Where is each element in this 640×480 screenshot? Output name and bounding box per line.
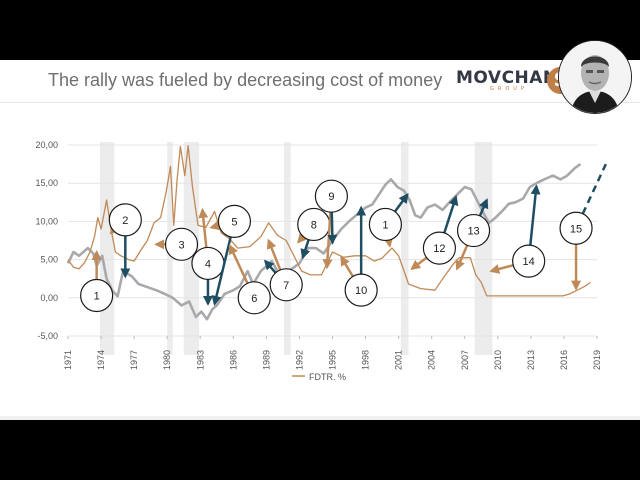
x-tick-label: 1986 (228, 350, 238, 370)
x-tick-label: 1974 (96, 350, 106, 370)
brand-logo-text: MOVCHAN (456, 68, 558, 88)
annotation-circle (456, 213, 491, 248)
annotation-arrow (266, 238, 282, 271)
annotation-arrow (410, 256, 428, 270)
presenter-avatar (558, 40, 632, 114)
annotation-circle (344, 273, 378, 307)
annotation-label: 2 (122, 215, 128, 227)
slide-bottom-border (0, 416, 640, 420)
annotation-arrow (300, 239, 311, 260)
recession-band (99, 142, 115, 355)
presenter-photo-icon (559, 41, 631, 113)
annotation-label: 10 (355, 285, 367, 297)
annotation-arrow (228, 244, 249, 284)
annotation-circle (217, 204, 252, 238)
annotation-label: 1 (94, 291, 100, 303)
x-tick-label: 1977 (129, 350, 139, 370)
x-tick-label: 1995 (328, 350, 338, 370)
annotation-label: 15 (570, 223, 582, 235)
x-tick-label: 2001 (394, 350, 404, 370)
y-tick-label: -5,00 (37, 331, 58, 341)
x-tick-label: 2004 (427, 350, 437, 370)
annotation-arrow (297, 232, 308, 244)
annotation-circle (512, 244, 546, 278)
annotation-arrow (209, 220, 221, 231)
annotation-dashed-arrow (581, 163, 607, 215)
annotation-label: 14 (523, 256, 535, 268)
x-tick-label: 2013 (526, 350, 536, 370)
annotation-label: 7 (283, 280, 289, 292)
x-tick-label: 1971 (63, 350, 73, 370)
recession-band (474, 142, 493, 355)
x-tick-label: 2007 (460, 350, 470, 370)
annotation-label: 8 (311, 219, 317, 231)
annotation-arrow (263, 259, 277, 274)
annotation-arrow (383, 237, 394, 248)
annotation-arrow (198, 207, 209, 248)
recession-band (284, 142, 291, 355)
annotation-circle (559, 211, 593, 245)
annotation-circle (237, 281, 271, 315)
series-line-fdtr (67, 145, 591, 297)
recession-band (400, 142, 409, 355)
annotation-arrow (393, 193, 409, 213)
y-tick-label: 5,00 (40, 255, 58, 265)
y-tick-label: 10,00 (35, 216, 58, 226)
annotation-label: 5 (231, 216, 237, 228)
annotation-circle (269, 268, 303, 302)
annotation-arrow (443, 195, 459, 234)
slide-title: The rally was fueled by decreasing cost … (48, 70, 443, 90)
x-tick-label: 1998 (361, 350, 371, 370)
annotation-circle (164, 227, 199, 261)
title-divider (0, 102, 640, 103)
x-tick-label: 2019 (592, 350, 602, 370)
y-tick-label: 15,00 (35, 178, 58, 188)
y-tick-label: 20,00 (35, 140, 58, 150)
annotation-arrow (489, 264, 514, 274)
annotation-arrow (327, 212, 338, 245)
x-tick-label: 2016 (559, 350, 569, 370)
annotation-arrow (478, 198, 489, 217)
annotation-arrow (340, 255, 354, 278)
x-tick-label: 1983 (195, 350, 205, 370)
annotation-circle (422, 231, 457, 265)
annotation-label: 4 (205, 258, 211, 270)
legend-label: FDTR. % (309, 372, 346, 382)
annotation-label: 6 (251, 293, 257, 305)
y-tick-label: 0,00 (40, 293, 58, 303)
x-tick-label: 2010 (493, 350, 503, 370)
annotation-label: 3 (178, 239, 184, 251)
annotation-arrow (211, 236, 232, 306)
x-tick-label: 1980 (162, 350, 172, 370)
annotation-circle (314, 179, 348, 213)
annotation-label: 9 (328, 191, 334, 203)
annotation-arrow (455, 244, 469, 271)
annotation-circle (368, 207, 402, 242)
annotation-arrow (529, 184, 541, 246)
annotation-circle (80, 278, 114, 313)
annotation-circle (108, 203, 142, 237)
annotation-label: 13 (467, 226, 479, 238)
brand-logo-subtext: GROUP (490, 86, 528, 92)
annotation-label: 12 (433, 243, 445, 255)
annotation-label: 1 (382, 219, 388, 231)
series-line-gray (66, 163, 582, 321)
x-tick-label: 1992 (294, 350, 304, 370)
x-tick-label: 1989 (261, 350, 271, 370)
